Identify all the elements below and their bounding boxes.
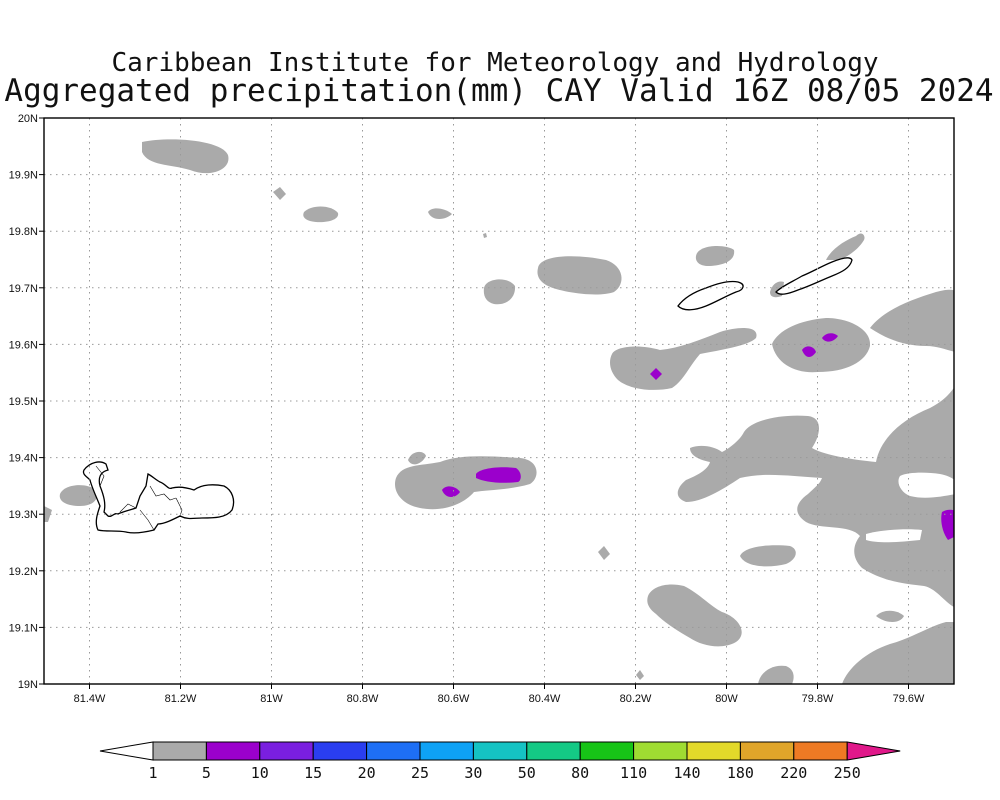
colorbar-swatch — [686, 741, 741, 761]
y-tick-label: 19.3N — [9, 509, 38, 521]
colorbar-label: 5 — [202, 764, 211, 782]
colorbar-arrow-high — [846, 741, 901, 761]
y-tick-label: 19.5N — [9, 396, 38, 408]
x-tick-label: 80.6W — [438, 693, 470, 705]
light-precip-areas — [44, 139, 954, 684]
little-cayman-island — [677, 280, 744, 311]
x-tick-label: 80.4W — [529, 693, 561, 705]
district-boundaries — [95, 465, 183, 531]
colorbar-swatch — [793, 741, 848, 761]
x-tick-label: 80.2W — [620, 693, 652, 705]
colorbar-label: 30 — [464, 764, 482, 782]
colorbar-swatch — [366, 741, 421, 761]
colorbar-label: 80 — [571, 764, 589, 782]
x-tick-label: 81.4W — [74, 693, 106, 705]
colorbar-swatch — [633, 741, 688, 761]
colorbar-swatch — [205, 741, 261, 761]
y-tick-label: 19.2N — [9, 566, 38, 578]
colorbar-swatch — [312, 741, 368, 761]
heavy-precip-areas — [442, 333, 954, 540]
colorbar-label: 180 — [727, 764, 754, 782]
colorbar-label: 220 — [780, 764, 807, 782]
cayman-brac-island — [775, 257, 853, 295]
grand-cayman-island — [82, 461, 235, 534]
colorbar-label: 110 — [620, 764, 647, 782]
colorbar-label: 20 — [358, 764, 376, 782]
x-tick-label: 80W — [715, 693, 738, 705]
y-tick-label: 19.8N — [9, 226, 38, 238]
x-tick-label: 81W — [260, 693, 283, 705]
graticule — [44, 118, 954, 684]
chart-title: Caribbean Institute for Meteorology and … — [111, 48, 879, 78]
colorbar-label: 140 — [673, 764, 700, 782]
y-tick-label: 20N — [18, 113, 38, 125]
land-outlines — [82, 257, 853, 534]
colorbar-label: 50 — [518, 764, 536, 782]
colorbar-arrow-low — [99, 741, 154, 761]
y-tick-label: 19.7N — [9, 283, 38, 295]
y-tick-label: 19.1N — [9, 622, 38, 634]
colorbar-label: 25 — [411, 764, 429, 782]
y-tick-label: 19N — [18, 679, 38, 691]
x-tick-label: 79.8W — [802, 693, 834, 705]
colorbar: 1 5 10 15 20 25 30 50 80 110 140 180 220 250 — [99, 741, 901, 782]
y-tick-label: 19.4N — [9, 453, 38, 465]
colorbar-label: 250 — [834, 764, 861, 782]
x-tick-label: 79.6W — [893, 693, 925, 705]
x-tick-label: 81.2W — [165, 693, 197, 705]
y-tick-label: 19.6N — [9, 339, 38, 351]
colorbar-swatch — [259, 741, 314, 761]
colorbar-swatch — [419, 741, 474, 761]
colorbar-label: 1 — [148, 764, 157, 782]
colorbar-swatch — [739, 741, 795, 761]
x-axis: 81.4W 81.2W 81W 80.8W 80.6W 80.4W 80.2W 80W 79.8… — [74, 684, 925, 705]
colorbar-label: 15 — [304, 764, 322, 782]
x-tick-label: 80.8W — [347, 693, 379, 705]
colorbar-label: 10 — [251, 764, 269, 782]
chart-subtitle: Aggregated precipitation(mm) CAY Valid 1… — [4, 73, 994, 109]
precip-layer — [44, 139, 954, 684]
colorbar-swatch — [579, 741, 635, 761]
y-tick-label: 19.9N — [9, 170, 38, 182]
colorbar-swatch — [152, 741, 207, 761]
y-axis: 19N 19.1N 19.2N 19.3N 19.4N 19.5N 19.6N 19.7N 19… — [9, 113, 44, 691]
colorbar-swatch — [526, 741, 581, 761]
colorbar-swatch — [472, 741, 528, 761]
